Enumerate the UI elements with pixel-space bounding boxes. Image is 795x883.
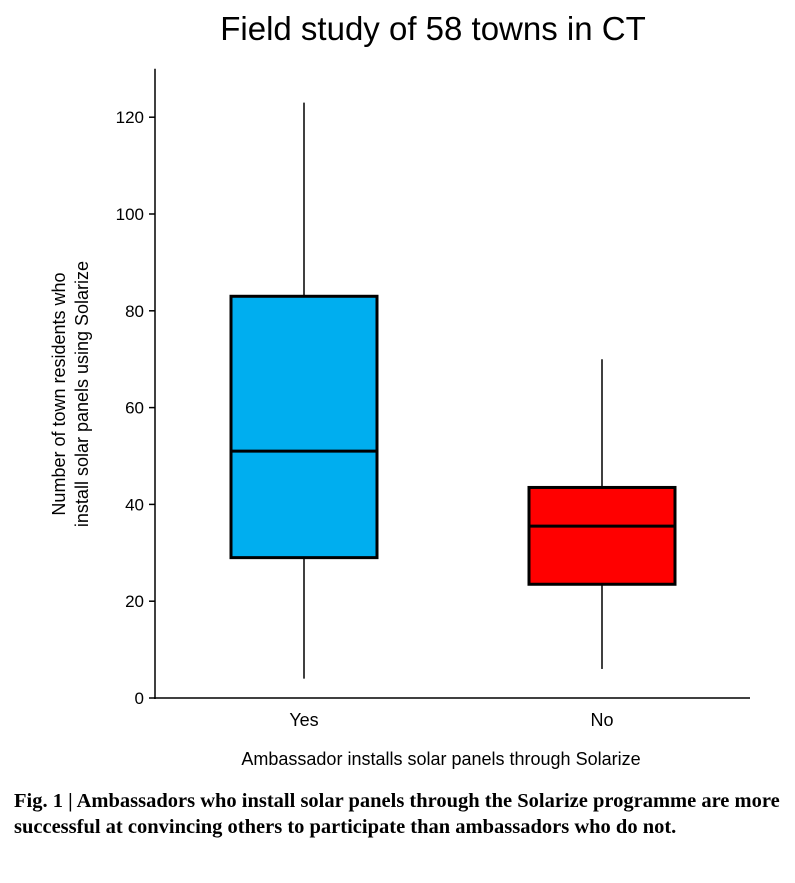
plot-area: 0 20 40 60 80 100 120 Yes No [116, 68, 750, 730]
y-tick-label: 120 [116, 108, 144, 127]
y-axis-title-line-2: install solar panels using Solarize [72, 261, 92, 527]
y-tick-label: 0 [135, 689, 144, 708]
x-axis-title: Ambassador installs solar panels through… [241, 749, 640, 769]
y-tick-label: 100 [116, 205, 144, 224]
y-tick-label: 20 [125, 592, 144, 611]
chart-title: Field study of 58 towns in CT [220, 10, 646, 47]
x-tick-label-no: No [590, 710, 613, 730]
y-axis-title-line-1: Number of town residents who [49, 272, 69, 515]
y-tick-label: 60 [125, 399, 144, 418]
figure-caption-text: Ambassadors who install solar panels thr… [14, 790, 780, 838]
box-no [527, 485, 677, 586]
figure-caption: Fig. 1 | Ambassadors who install solar p… [14, 788, 789, 840]
y-tick-label: 80 [125, 302, 144, 321]
x-tick-label-yes: Yes [289, 710, 318, 730]
figure-label: Fig. 1 | [14, 790, 73, 812]
y-tick-label: 40 [125, 495, 144, 514]
box-yes [229, 294, 379, 560]
box-plot-chart: Field study of 58 towns in CT 0 20 40 60 80 1… [49, 10, 750, 769]
